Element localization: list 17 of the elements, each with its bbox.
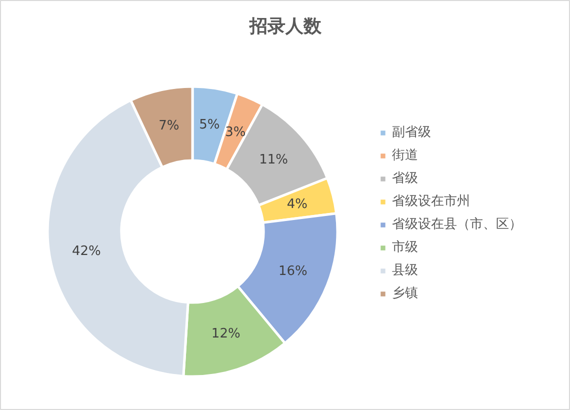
data-label: 4% xyxy=(286,197,308,212)
data-label: 12% xyxy=(211,326,240,342)
legend-label: 县级 xyxy=(392,262,418,279)
legend-label: 副省级 xyxy=(392,124,431,141)
data-label: 3% xyxy=(225,124,246,140)
data-label: 42% xyxy=(72,244,101,260)
data-label: 7% xyxy=(158,118,180,134)
data-label: 11% xyxy=(259,152,288,168)
data-label: 5% xyxy=(199,117,220,132)
chart-title: 招录人数 xyxy=(248,16,322,37)
legend-label: 市级 xyxy=(392,239,418,256)
legend-label: 省级设在市州 xyxy=(392,193,470,210)
data-label: 16% xyxy=(278,264,308,279)
legend-label: 省级 xyxy=(392,170,418,187)
legend-label: 省级设在县（市、区） xyxy=(392,216,522,233)
legend-label: 街道 xyxy=(392,147,418,164)
legend-label: 乡镇 xyxy=(392,285,418,302)
